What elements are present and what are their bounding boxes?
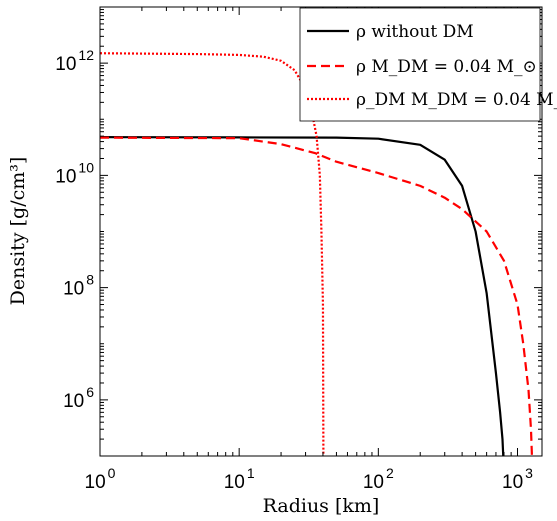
y-tick-label: 10 12: [55, 47, 94, 75]
x-tick-label: 10 3: [502, 465, 533, 493]
x-tick-label: 10 2: [363, 465, 394, 493]
y-tick-label: 10 10: [55, 159, 94, 187]
legend-box: [299, 7, 541, 122]
x-tick-label: 10 1: [224, 465, 255, 493]
x-axis-label: Radius [km]: [263, 495, 380, 517]
legend-label-rho-dm: ρ M_DM = 0.04 M_⊙: [356, 57, 537, 77]
series-line-2: [100, 136, 534, 456]
series-layer: [100, 52, 534, 456]
series-line-1: [100, 136, 505, 456]
y-tick-label: 10 8: [63, 272, 94, 300]
x-tick-label: 10 0: [85, 465, 116, 493]
y-axis-label: Density [g/cm³]: [7, 157, 29, 306]
legend: ρ without DM ρ M_DM = 0.04 M_⊙ ρ_DM M_DM…: [299, 7, 557, 122]
legend-label-without-dm: ρ without DM: [356, 22, 474, 42]
legend-label-rho-dm-density: ρ_DM M_DM = 0.04 M_⊙: [356, 90, 557, 110]
y-tick-label: 10 6: [63, 384, 94, 412]
tick-labels: 10 0 10 1 10 2 10 3 10 6 10 8 10 10 10 12: [55, 47, 533, 493]
